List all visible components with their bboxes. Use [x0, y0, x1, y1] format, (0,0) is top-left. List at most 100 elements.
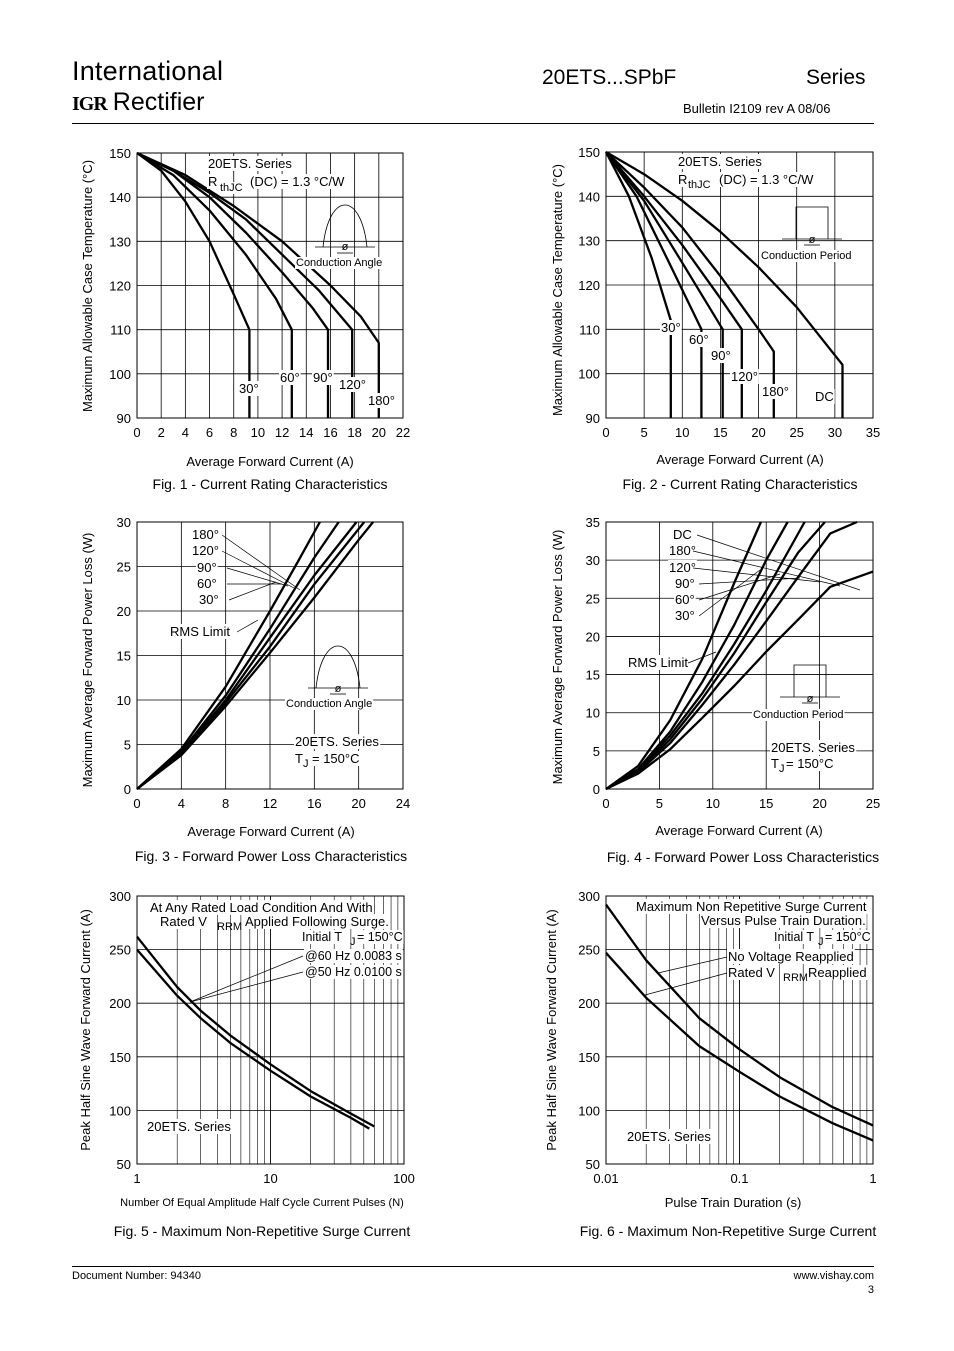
fig6-y-tick-label: 250 — [578, 943, 600, 958]
fig4-angle-label-3-bg — [674, 576, 696, 591]
fig5-label-60hz-group: @60 Hz 0.0083 s — [304, 949, 403, 963]
fig1-y-tick-label: 100 — [109, 367, 131, 382]
fig4-angle-label-1-bg — [668, 543, 697, 558]
fig6-series-rated-vrrm-reapplied — [605, 952, 874, 1142]
fig4-y-tick-label: 35 — [586, 515, 600, 530]
fig4-angle-label-1-group: 180° — [668, 543, 697, 558]
fig4-conduction-period-icon-pulse — [793, 664, 827, 697]
fig4-tj-value-bg — [785, 756, 835, 771]
fig2-series-30- — [604, 151, 672, 418]
fig5-y-axis-label: Peak Half Sine Wave Forward Current (A) — [78, 909, 93, 1151]
fig2-r-symbol: R — [678, 172, 687, 187]
fig5-label-60hz-bg — [304, 949, 403, 963]
fig5-series--50-hz-0-0100-s — [136, 948, 370, 1130]
fig1-x-axis-label: Average Forward Current (A) — [186, 454, 353, 469]
fig2-series-note-group: 20ETS. Series — [677, 154, 764, 169]
fig4-angle-label-2-bg — [668, 560, 697, 575]
fig2-label-180-group: 180° — [761, 384, 790, 399]
fig1-rthjc-sub: thJC — [220, 182, 243, 194]
fig1-y-tick-label: 150 — [109, 146, 131, 161]
fig1-series-note-group: 20ETS. Series — [207, 156, 294, 171]
fig3-angle-label-4-bg — [198, 592, 220, 607]
fig3-x-tick-label: 4 — [178, 796, 185, 811]
fig4-angle-label-4: 60° — [675, 592, 695, 607]
fig1-r-symbol-bg — [207, 174, 219, 189]
fig3-tj-symbol: T — [295, 751, 303, 766]
fig2-conduction-period-label: Conduction Period — [761, 250, 852, 262]
fig3-tj-value: = 150°C — [312, 751, 359, 766]
fig2-y-tick-label: 110 — [579, 322, 600, 337]
fig3-leader-0 — [221, 534, 301, 591]
fig3-y-axis-label: Maximum Average Forward Power Loss (W) — [80, 533, 95, 788]
fig4-conduction-period-label: Conduction Period — [753, 709, 844, 721]
fig1-x-tick-label: 16 — [323, 425, 337, 440]
fig2-rthjc-value-group: (DC) = 1.3 °C/W — [718, 172, 816, 187]
fig1-x-tick-label: 10 — [251, 425, 265, 440]
fig6-leader-no-voltage — [657, 956, 728, 974]
fig5-x-tick-label: 10 — [263, 1171, 277, 1186]
fig5-note-line2-bg — [244, 914, 390, 929]
fig1-y-tick-label: 90 — [117, 411, 131, 426]
fig2-series-120- — [605, 151, 743, 418]
fig6-x-tick-label: 0.01 — [593, 1171, 618, 1186]
fig1-label-30-bg — [238, 381, 260, 396]
fig3-x-tick-label: 20 — [351, 796, 365, 811]
fig6-y-tick-label: 50 — [586, 1157, 600, 1172]
fig2-rthjc-value-bg — [718, 172, 816, 187]
fig1-frame — [136, 152, 404, 419]
fig3-y-tick-label: 0 — [124, 782, 131, 797]
fig4-series-dc — [605, 570, 874, 791]
fig2-y-tick-label: 150 — [578, 145, 600, 160]
fig4-leader-3 — [698, 577, 801, 585]
fig4-series-180- — [605, 520, 858, 791]
fig4-y-tick-label: 0 — [593, 782, 600, 797]
fig1-label-30-group: 30° — [238, 381, 260, 396]
fig6-tj-value-bg — [824, 930, 872, 944]
fig4-angle-label-3: 90° — [675, 576, 695, 591]
fig3-conduction-angle-label: Conduction Angle — [286, 698, 372, 710]
fig2-y-axis-label: Maximum Allowable Case Temperature (°C) — [550, 164, 565, 416]
fig1-conduction-angle-icon — [315, 204, 375, 254]
fig2-phi-symbol: ø — [809, 234, 816, 246]
fig2-label-180-bg — [761, 384, 790, 399]
fig5-y-tick-label: 300 — [109, 889, 131, 904]
fig5-label-60hz: @60 Hz 0.0083 s — [305, 949, 402, 963]
fig6-y-tick-label: 200 — [578, 996, 600, 1011]
fig3-series-180- — [136, 521, 374, 790]
fig2-label-90: 90° — [711, 348, 731, 363]
fig3-conduction-angle-label-bg — [285, 698, 374, 710]
fig1-rthjc-sub-group: thJC — [219, 182, 244, 194]
fig6-x-axis-label: Pulse Train Duration (s) — [665, 1195, 802, 1210]
fig4-angle-label-2-group: 120° — [668, 560, 697, 575]
fig6-label-rated-v-group: Rated V — [727, 965, 777, 980]
fig4-y-axis-label: Maximum Average Forward Power Loss (W) — [550, 530, 565, 785]
fig3-x-axis-label: Average Forward Current (A) — [187, 824, 354, 839]
page-number: 3 — [867, 1284, 874, 1296]
fig4-leader-5 — [698, 569, 761, 617]
fig4-x-tick-label: 5 — [656, 796, 663, 811]
fig4-angle-label-1: 180° — [669, 543, 696, 558]
fig2-label-120-group: 120° — [730, 369, 759, 384]
fig5-leader-60hz — [189, 955, 304, 1003]
fig4-caption: Fig. 4 - Forward Power Loss Characterist… — [607, 849, 879, 865]
fig4-leader-0 — [696, 534, 861, 591]
fig2-conduction-period-icon-pulse — [795, 206, 829, 239]
fig5-y-tick-label: 250 — [109, 943, 131, 958]
fig2-x-tick-label: 10 — [675, 425, 689, 440]
fig1-rthjc-value: (DC) = 1.3 °C/W — [250, 174, 345, 189]
fig3-x-tick-label: 16 — [307, 796, 321, 811]
fig4-angle-label-4-group: 60° — [674, 592, 696, 607]
fig2-rthjc-sub-bg — [687, 179, 712, 191]
logo-rectifier: IGR Rectifier — [72, 88, 204, 117]
fig2-series-60- — [605, 151, 703, 418]
fig2-rthjc-sub: thJC — [688, 179, 711, 191]
fig5-initial-tj-group: Initial T — [301, 930, 344, 944]
fig2-r-symbol-bg — [677, 172, 689, 187]
fig5-series-note: 20ETS. Series — [147, 1119, 231, 1134]
fig2-y-tick-label: 140 — [578, 189, 600, 204]
fig3-angle-label-4-group: 30° — [198, 592, 220, 607]
fig3-tj-symbol-group: T — [294, 751, 304, 766]
fig6-x-tick-label: 1 — [869, 1171, 876, 1186]
fig1-label-60-group: 60° — [279, 370, 301, 385]
